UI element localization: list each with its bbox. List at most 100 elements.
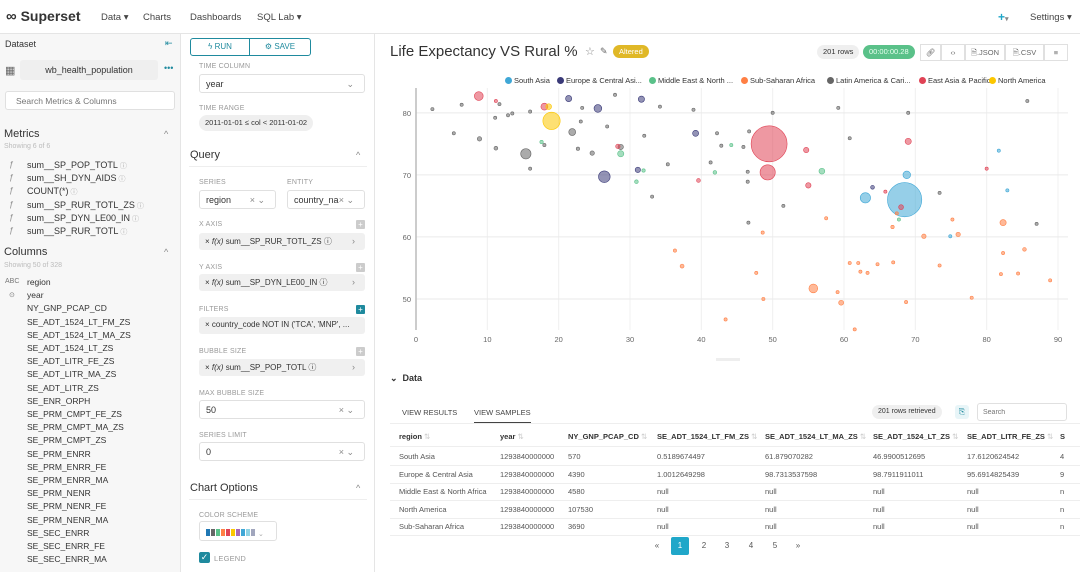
column-item[interactable]: SE_PRM_ENRR_MA [27, 475, 109, 485]
edit-icon[interactable]: ✎ [600, 46, 608, 56]
run-button[interactable]: ϟ RUN [190, 38, 250, 56]
filters-add-icon[interactable]: + [356, 305, 365, 314]
metric-item[interactable]: sum__SP_DYN_LE00_IN ⓘ [27, 213, 139, 224]
resize-handle[interactable] [716, 358, 740, 361]
page-link[interactable]: 5 [772, 541, 778, 550]
metric-item[interactable]: sum__SH_DYN_AIDS ⓘ [27, 173, 126, 184]
embed-code-icon[interactable]: ‹› [941, 44, 965, 61]
legend-item[interactable]: North America [989, 76, 1046, 85]
page-link[interactable]: « [654, 541, 660, 550]
legend-checkbox[interactable]: ✓ [199, 552, 210, 563]
column-item[interactable]: year [27, 290, 44, 301]
star-icon[interactable]: ☆ [585, 46, 595, 58]
page-link[interactable]: 3 [724, 541, 730, 550]
data-search-input[interactable] [977, 403, 1067, 421]
superset-logo[interactable]: ∞ Superset [6, 8, 81, 25]
tab-view-samples[interactable]: VIEW SAMPLES [474, 408, 531, 423]
legend-item[interactable]: Sub-Saharan Africa [741, 76, 815, 85]
query-section-title[interactable]: Query [190, 149, 220, 161]
legend-item[interactable]: Europe & Central Asi... [557, 76, 642, 85]
save-button[interactable]: ⚙ SAVE [249, 38, 311, 56]
column-item[interactable]: SE_PRM_NENR_MA [27, 514, 109, 525]
column-item[interactable]: SE_ADT_1524_LT_FM_ZS [27, 316, 131, 327]
export-json-button[interactable]: 🗎︎.JSON [965, 44, 1005, 61]
column-header[interactable]: SE_ADT_1524_LT_MA_ZS ⇅ [765, 432, 866, 441]
color-scheme-select[interactable]: ⌄ [199, 521, 277, 541]
y-axis-metric[interactable]: × f(x) sum__SP_DYN_LE00_IN ⓘ › [199, 274, 365, 291]
column-item[interactable]: SE_ADT_LITR_ZS [27, 382, 99, 393]
page-link[interactable]: 2 [701, 541, 707, 550]
legend-item[interactable]: South Asia [505, 76, 550, 85]
column-item[interactable]: SE_PRM_CMPT_MA_ZS [27, 422, 124, 433]
query-collapse-icon[interactable]: ^ [356, 150, 361, 160]
series-select[interactable]: region × ⌄ [199, 190, 276, 209]
max-bubble-select[interactable]: 50 × ⌄ [199, 400, 365, 419]
column-item[interactable]: SE_PRM_CMPT_ZS [27, 435, 107, 446]
column-item[interactable]: SE_SEC_ENRR_FE [27, 541, 105, 551]
metric-item[interactable]: COUNT(*) ⓘ [27, 186, 77, 197]
column-item[interactable]: SE_SEC_ENRR_MA [27, 554, 107, 565]
column-header[interactable]: S [1060, 432, 1065, 441]
column-item[interactable]: SE_ADT_1524_LT_ZS [27, 343, 114, 353]
y-axis-add-icon[interactable]: + [356, 263, 365, 272]
column-item[interactable]: NY_GNP_PCAP_CD [27, 303, 107, 314]
metric-item[interactable]: sum__SP_POP_TOTL ⓘ [27, 160, 127, 171]
column-item[interactable]: SE_ADT_LITR_MA_ZS [27, 369, 117, 380]
bubble-size-metric[interactable]: × f(x) sum__SP_POP_TOTL ⓘ › [199, 359, 365, 376]
altered-badge[interactable]: Altered [613, 45, 649, 58]
time-range-pill[interactable]: 2011-01-01 ≤ col < 2011-01-02 [199, 115, 314, 131]
settings-menu[interactable]: Settings ▾ [1030, 12, 1072, 23]
legend-item[interactable]: East Asia & Pacific [919, 76, 991, 85]
column-header[interactable]: NY_GNP_PCAP_CD ⇅ [568, 432, 647, 441]
column-item[interactable]: region [27, 277, 51, 287]
metrics-collapse-icon[interactable]: ^ [164, 129, 169, 139]
bubble-size-add-icon[interactable]: + [356, 347, 365, 356]
chart-title[interactable]: Life Expectancy VS Rural % [390, 43, 578, 60]
column-header[interactable]: SE_ADT_1524_LT_FM_ZS ⇅ [657, 432, 757, 441]
collapse-icon[interactable]: ⇤ [165, 38, 173, 48]
column-header[interactable]: region ⇅ [399, 432, 430, 441]
nav-sql-lab[interactable]: SQL Lab ▾ [257, 12, 302, 23]
column-header[interactable]: year ⇅ [500, 432, 524, 441]
column-item[interactable]: SE_PRM_NENR_FE [27, 501, 107, 512]
legend-item[interactable]: Middle East & North ... [649, 76, 733, 85]
column-header[interactable]: SE_ADT_1524_LT_ZS ⇅ [873, 432, 958, 441]
menu-icon[interactable]: ≡ [1044, 44, 1068, 61]
x-axis-metric[interactable]: × f(x) sum__SP_RUR_TOTL_ZS ⓘ › [199, 233, 365, 250]
column-item[interactable]: SE_PRM_CMPT_FE_ZS [27, 409, 122, 419]
time-column-select[interactable]: year ⌄ [199, 74, 365, 93]
metric-item[interactable]: sum__SP_RUR_TOTL ⓘ [27, 226, 127, 237]
columns-collapse-icon[interactable]: ^ [164, 247, 169, 257]
link-icon[interactable]: 🔗︎ [920, 44, 941, 61]
filter-item[interactable]: × country_code NOT IN ('TCA', 'MNP', ... [199, 317, 365, 334]
x-axis-add-icon[interactable]: + [356, 220, 365, 229]
copy-icon[interactable]: ⎘ [955, 405, 969, 419]
more-icon[interactable]: ••• [164, 63, 174, 73]
metric-item[interactable]: sum__SP_RUR_TOTL_ZS ⓘ [27, 200, 144, 211]
series-limit-select[interactable]: 0 × ⌄ [199, 442, 365, 461]
column-item[interactable]: SE_ADT_1524_LT_MA_ZS [27, 329, 131, 340]
entity-select[interactable]: country_na × ⌄ [287, 190, 365, 209]
column-item[interactable]: SE_SEC_ENRR [27, 527, 90, 538]
tab-view-results[interactable]: VIEW RESULTS [402, 408, 458, 417]
column-item[interactable]: SE_PRM_NENR [27, 488, 91, 499]
page-link[interactable]: » [795, 541, 801, 550]
chart-options-title[interactable]: Chart Options [190, 482, 258, 494]
column-header[interactable]: SE_ADT_LITR_FE_ZS ⇅ [967, 432, 1053, 441]
chart-options-collapse-icon[interactable]: ^ [356, 483, 361, 493]
column-item[interactable]: SE_ADT_LITR_FE_ZS [27, 356, 115, 367]
legend-item[interactable]: Latin America & Cari... [827, 76, 911, 85]
column-item[interactable]: SE_PRM_ENRR_FE [27, 461, 107, 472]
nav-charts[interactable]: Charts [143, 12, 171, 23]
page-link[interactable]: 4 [748, 541, 754, 550]
data-section-toggle[interactable]: ⌄ Data [390, 373, 423, 383]
new-plus-button[interactable]: +▾ [998, 10, 1009, 24]
page-current[interactable]: 1 [671, 537, 689, 555]
search-metrics-input[interactable] [5, 91, 175, 110]
column-item[interactable]: SE_PRM_ENRR [27, 448, 91, 459]
nav-dashboards[interactable]: Dashboards [190, 12, 242, 23]
column-item[interactable]: SE_ENR_ORPH [27, 395, 91, 406]
export-csv-button[interactable]: 🗎︎.CSV [1005, 44, 1044, 61]
dataset-name[interactable]: wb_health_population [20, 60, 158, 80]
nav-data[interactable]: Data ▾ [101, 12, 129, 23]
